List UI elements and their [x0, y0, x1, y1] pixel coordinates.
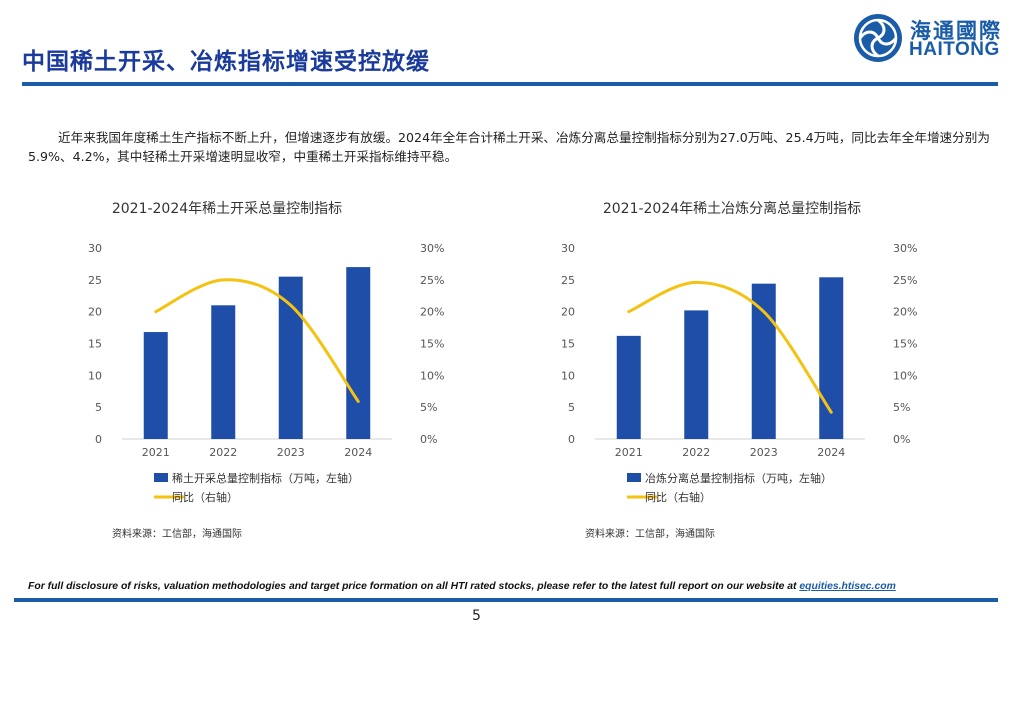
bar — [819, 277, 844, 439]
legend-bar-label: 稀土开采总量控制指标（万吨，左轴） — [172, 471, 359, 485]
disclosure-text: For full disclosure of risks, valuation … — [28, 581, 800, 592]
bar — [684, 310, 709, 439]
x-axis-tick: 2021 — [142, 446, 170, 459]
mining-quota-chart: 2021-2024年稀土开采总量控制指标 0 5 10 15 20 25 30 0% 5% 10% 1… — [22, 192, 462, 552]
x-axis-tick: 2021 — [615, 446, 643, 459]
right-axis-tick: 0% — [420, 433, 437, 446]
bar — [211, 305, 236, 439]
right-axis-tick: 5% — [893, 401, 910, 414]
legend-bar-label: 冶炼分离总量控制指标（万吨，左轴） — [645, 471, 832, 485]
haitong-emblem-icon — [854, 14, 902, 62]
right-axis-tick: 15% — [420, 338, 444, 351]
left-axis-tick: 25 — [88, 274, 102, 287]
logo-chinese-text: 海通國際 — [910, 19, 1002, 43]
left-axis-tick: 0 — [95, 433, 102, 446]
right-axis-tick: 25% — [420, 274, 444, 287]
x-axis-tick: 2024 — [344, 446, 372, 459]
bar — [751, 283, 776, 439]
footer-divider — [14, 598, 998, 602]
chart-svg: 2021-2024年稀土开采总量控制指标 0 5 10 15 20 25 30 0% 5% 10% 1… — [88, 201, 444, 540]
legend-bar-swatch — [154, 473, 168, 482]
left-axis-tick: 10 — [88, 369, 102, 382]
right-axis-tick: 25% — [893, 274, 917, 287]
intro-paragraph: 近年来我国年度稀土生产指标不断上升，但增速逐步有放缓。2024年全年合计稀土开采… — [28, 130, 990, 164]
yoy-line — [154, 278, 360, 403]
chart-source: 资料来源：工信部，海通国际 — [112, 527, 242, 540]
chart-title: 2021-2024年稀土冶炼分离总量控制指标 — [603, 200, 861, 217]
chart-title: 2021-2024年稀土开采总量控制指标 — [112, 201, 342, 217]
right-axis-tick: 20% — [420, 306, 444, 319]
x-axis-tick: 2023 — [750, 446, 778, 459]
bar — [616, 335, 641, 439]
bar — [143, 332, 168, 439]
bar — [278, 276, 303, 439]
right-axis-tick: 20% — [893, 306, 917, 319]
left-axis-tick: 30 — [561, 242, 575, 255]
x-axis-tick: 2024 — [817, 446, 845, 459]
chart-svg: 2021-2024年稀土冶炼分离总量控制指标 0 5 10 15 20 25 30 0% 5% 10… — [561, 200, 917, 540]
legend-bar-swatch — [627, 473, 641, 482]
left-axis-tick: 0 — [568, 433, 575, 446]
right-axis-tick: 30% — [420, 242, 444, 255]
page-number: 5 — [472, 608, 481, 624]
page-title: 中国稀土开采、冶炼指标增速受控放缓 — [22, 49, 430, 75]
left-axis-tick: 20 — [561, 306, 575, 319]
left-axis-tick: 30 — [88, 242, 102, 255]
bar — [346, 267, 371, 439]
right-axis-tick: 0% — [893, 433, 910, 446]
right-axis-tick: 10% — [893, 369, 917, 382]
left-axis-tick: 5 — [95, 401, 102, 414]
x-axis-tick: 2022 — [209, 446, 237, 459]
left-axis-tick: 10 — [561, 369, 575, 382]
x-axis-tick: 2022 — [682, 446, 710, 459]
right-axis-tick: 15% — [893, 338, 917, 351]
logo-english-text: HAITONG — [909, 39, 1000, 60]
left-axis-tick: 5 — [568, 401, 575, 414]
legend-line-label: 同比（右轴） — [645, 490, 711, 504]
right-axis-tick: 5% — [420, 401, 437, 414]
disclosure-footer: For full disclosure of risks, valuation … — [28, 581, 896, 592]
chart-source: 资料来源：工信部，海通国际 — [585, 527, 715, 540]
x-axis-tick: 2023 — [277, 446, 305, 459]
right-axis-tick: 10% — [420, 369, 444, 382]
left-axis-tick: 15 — [88, 338, 102, 351]
haitong-logo: 海通國際 HAITONG — [852, 12, 1002, 64]
right-axis-tick: 30% — [893, 242, 917, 255]
smelting-quota-chart: 2021-2024年稀土冶炼分离总量控制指标 0 5 10 15 20 25 30 0% 5% 10… — [495, 192, 935, 552]
yoy-line — [627, 280, 833, 414]
legend-line-label: 同比（右轴） — [172, 490, 238, 504]
header-divider — [22, 82, 998, 86]
website-link[interactable]: equities.htisec.com — [799, 581, 896, 592]
left-axis-tick: 15 — [561, 338, 575, 351]
left-axis-tick: 25 — [561, 274, 575, 287]
left-axis-tick: 20 — [88, 306, 102, 319]
